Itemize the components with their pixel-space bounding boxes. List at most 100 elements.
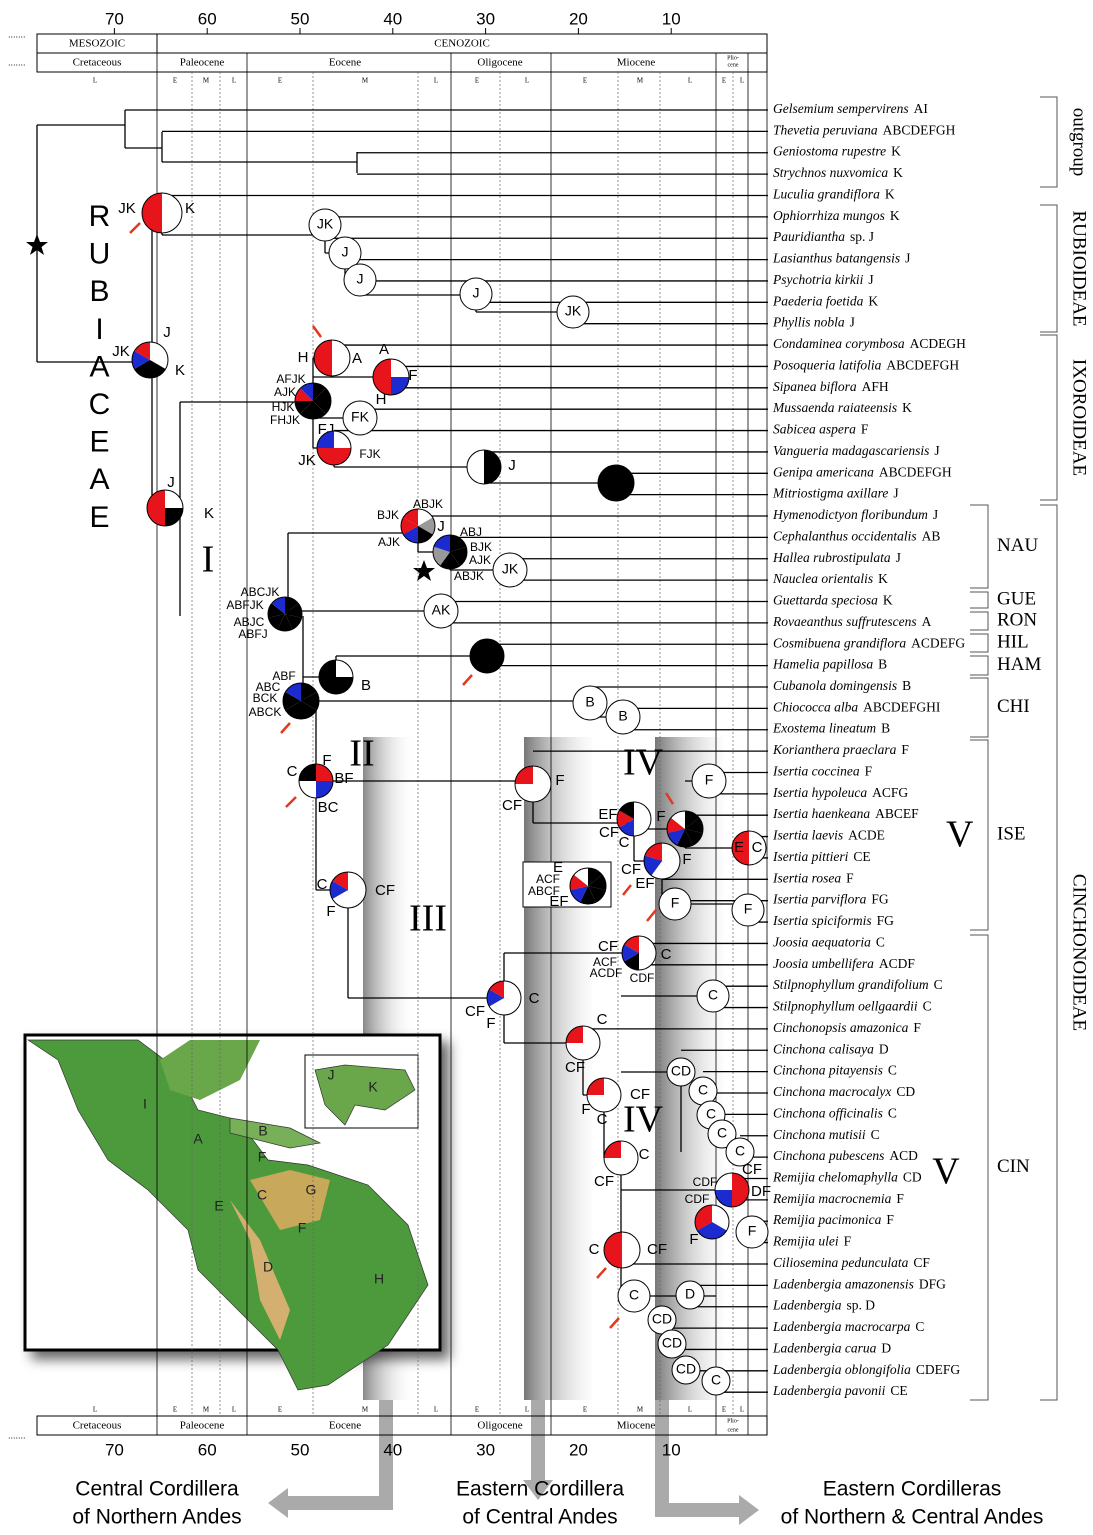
ancestral-area-pie — [715, 1173, 749, 1207]
node-area-label: K — [204, 505, 214, 522]
taxon-areas: ABCDEFGH — [886, 358, 959, 373]
taxon-name: Paederia foetida — [772, 293, 864, 308]
period-label: Plio- — [727, 55, 739, 61]
taxon-label: Mussaenda raiateensisK — [772, 400, 912, 415]
taxon-name: Cinchona pitayensis — [773, 1063, 883, 1078]
node-area-label: BF — [334, 770, 353, 787]
subdivision-label: E — [722, 1406, 726, 1414]
map-area-label: F — [258, 1149, 267, 1165]
node-area-label: JK — [298, 452, 316, 469]
pie-slice — [314, 340, 332, 376]
node-area-label: C — [529, 990, 540, 1007]
taxon-name: Stilpnophyllum oellgaardii — [773, 999, 918, 1014]
node-area-label: A — [352, 350, 362, 367]
dots: ....... — [8, 57, 26, 67]
taxon-name: Posoqueria latifolia — [772, 358, 882, 373]
taxon-name: Ladenbergia macrocarpa — [772, 1319, 911, 1334]
taxon-areas: C — [876, 935, 885, 950]
taxon-name: Ladenbergia amazonensis — [772, 1276, 914, 1291]
node-area-label: C — [717, 1125, 727, 1141]
taxon-areas: B — [878, 657, 887, 672]
taxon-label: Ladenbergia amazonensisDFG — [772, 1276, 946, 1291]
node-area-label: F — [408, 367, 417, 384]
taxon-name: Genipa americana — [773, 464, 874, 479]
ancestral-area-pie — [622, 936, 656, 970]
page: ....... ....... ....... V 70706060505040… — [0, 0, 1093, 1535]
taxon-label: Guettarda speciosaK — [773, 593, 893, 608]
node-area-label: J — [357, 271, 364, 287]
taxon-areas: AFH — [862, 379, 889, 394]
node-area-label: A — [379, 341, 389, 358]
taxon-areas: K — [891, 144, 901, 159]
taxon-name: Cinchona officinalis — [773, 1105, 883, 1120]
subdivision-label: E — [278, 1406, 282, 1414]
time-tick-label: 20 — [569, 1440, 588, 1459]
subdivision-label: L — [434, 1406, 438, 1414]
tribe-bracket — [970, 634, 988, 652]
node-area-label: F — [322, 752, 331, 769]
taxon-areas: ABCDEFGH — [883, 122, 956, 137]
tribe-bracket — [970, 678, 988, 737]
node-area-label: FK — [351, 409, 370, 425]
taxon-areas: K — [885, 187, 895, 202]
period-label: Eocene — [329, 1420, 361, 1432]
time-tick-label: 60 — [198, 1440, 217, 1459]
map-area-label: I — [143, 1096, 147, 1112]
taxon-label: Remijia pacimonicaF — [772, 1212, 894, 1227]
period-label: Eocene — [329, 57, 361, 69]
ancestral-area-pie — [299, 764, 333, 798]
taxon-areas: ACD — [889, 1148, 918, 1163]
ancestral-area-pie — [617, 802, 651, 836]
era-label: CENOZOIC — [434, 38, 490, 50]
taxon-name: Cinchona calisaya — [773, 1041, 874, 1056]
ancestral-area-pie — [570, 868, 606, 904]
taxon-areas: FG — [877, 913, 895, 928]
taxon-areas: F — [901, 742, 909, 757]
subdivision-label: E — [475, 1406, 479, 1414]
node-area-label: CF — [630, 1086, 650, 1103]
node-area-label: CF — [647, 1241, 667, 1258]
subdivision-label: L — [434, 77, 438, 85]
node-area-label: C — [589, 1241, 600, 1258]
pie-slice — [598, 465, 634, 501]
subfamily-label: outgroup — [1069, 108, 1090, 177]
taxon-label: Ciliosemina pedunculataCF — [773, 1255, 930, 1270]
taxon-name: Mussaenda raiateensis — [772, 400, 897, 415]
taxon-label: Sabicea asperaF — [773, 422, 869, 437]
node-area-label: CD — [671, 1063, 691, 1079]
taxon-areas: C — [888, 1063, 897, 1078]
node-area-label: J — [163, 324, 171, 341]
taxon-label: Geniostoma rupestreK — [773, 144, 901, 159]
taxon-label: Cinchona officinalisC — [773, 1105, 897, 1120]
period-label: Oligocene — [477, 57, 522, 69]
pie-slice — [162, 193, 182, 233]
map-area-label: K — [368, 1079, 378, 1095]
time-tick-label: 10 — [662, 1440, 681, 1459]
node-area-label: CF — [742, 1161, 762, 1178]
ancestral-area-pie — [433, 535, 467, 569]
subdivision-label: M — [637, 77, 644, 85]
taxon-name: Guettarda speciosa — [773, 593, 878, 608]
node-area-label: F — [682, 851, 691, 868]
taxon-name: Hymenodictyon floribundum — [772, 507, 928, 522]
clade-label: II — [349, 733, 374, 775]
taxon-name: Remijia ulei — [772, 1234, 839, 1249]
taxon-name: Phyllis nobla — [772, 315, 845, 330]
taxon-areas: F — [846, 870, 854, 885]
node-area-label: J — [342, 244, 349, 260]
time-tick-label: 50 — [291, 9, 310, 28]
node-area-label: CD — [652, 1311, 672, 1327]
taxon-areas: K — [893, 165, 903, 180]
node-area-label: C — [661, 946, 672, 963]
ancestral-area-pie — [587, 1078, 621, 1112]
destination-label: Eastern Cordilleras — [823, 1478, 1002, 1501]
taxon-name: Mitriostigma axillare — [772, 486, 888, 501]
taxon-label: Gelsemium sempervirensAI — [773, 101, 928, 116]
taxon-label: Cinchona macrocalyxCD — [773, 1084, 915, 1099]
taxon-areas: C — [915, 1319, 924, 1334]
subdivision-label: L — [93, 77, 97, 85]
